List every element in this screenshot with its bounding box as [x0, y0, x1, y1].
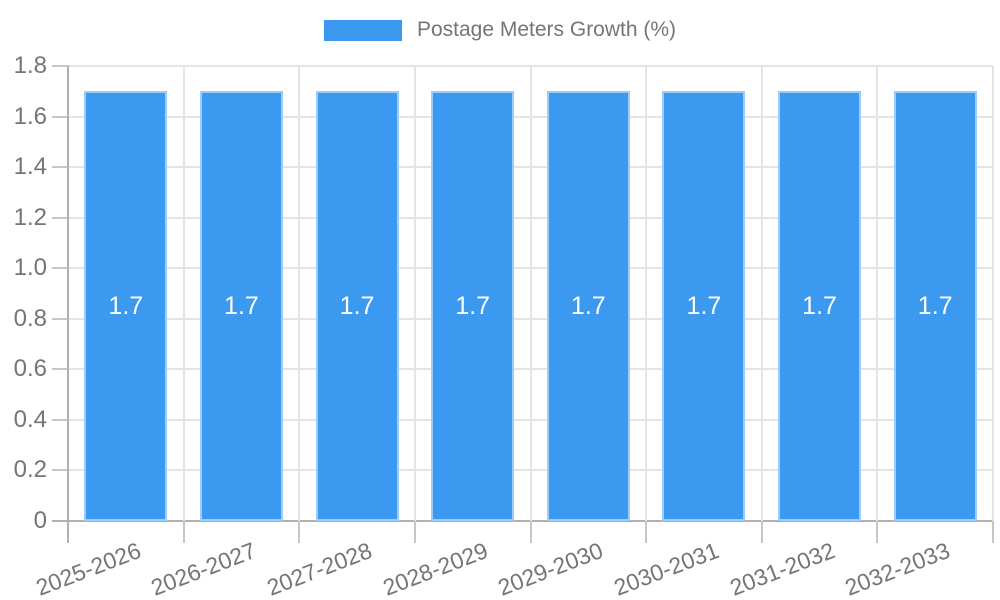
y-axis-label: 1.0	[13, 254, 47, 282]
bar-value-label: 1.7	[570, 291, 606, 320]
y-axis-label: 1.4	[13, 153, 47, 181]
bar-value-label: 1.7	[802, 291, 837, 320]
y-axis-label: 0.2	[13, 456, 47, 484]
x-axis-label: 2025-2026	[32, 537, 145, 600]
x-gridline	[298, 66, 301, 521]
x-gridline	[992, 66, 994, 521]
y-tick-mark	[52, 418, 68, 421]
y-axis-label: 1.6	[13, 102, 47, 130]
y-axis-label: 1.8	[13, 52, 47, 79]
x-tick-mark	[413, 521, 416, 543]
x-tick-mark	[760, 521, 763, 543]
x-axis-label: 2029-2030	[494, 537, 607, 600]
y-axis-line	[67, 66, 69, 521]
y-axis-label: 0.8	[13, 304, 47, 332]
x-axis-label: 2031-2032	[725, 537, 838, 600]
x-gridline	[645, 66, 648, 521]
x-gridline	[876, 66, 879, 521]
legend-swatch	[323, 19, 402, 41]
x-axis-label: 2028-2029	[378, 537, 492, 600]
y-tick-mark	[52, 520, 68, 522]
x-axis-label: 2027-2028	[263, 537, 376, 600]
x-tick-mark	[67, 521, 69, 543]
plot-area: 1.7 1.7 1.7 1.7 1.7 1.7 1.7 1.7	[52, 65, 994, 543]
y-axis-label: 0.6	[13, 355, 47, 383]
bar-value-label: 1.7	[686, 291, 722, 320]
x-gridline	[760, 66, 763, 521]
x-tick-mark	[992, 521, 994, 543]
bar[interactable]: 1.7	[546, 91, 630, 521]
legend-label: Postage Meters Growth (%)	[416, 18, 677, 41]
x-tick-mark	[529, 521, 532, 543]
y-tick-mark	[52, 115, 68, 118]
y-tick-mark	[52, 216, 68, 219]
chart-legend[interactable]: Postage Meters Growth (%)	[0, 16, 1000, 44]
bar-value-label: 1.7	[224, 291, 259, 320]
x-axis-label: 2030-2031	[610, 537, 723, 600]
x-tick-mark	[645, 521, 648, 543]
y-tick-mark	[52, 469, 68, 472]
bar-value-label: 1.7	[108, 291, 144, 320]
bar[interactable]: 1.7	[662, 91, 746, 521]
y-tick-mark	[52, 317, 68, 320]
y-tick-mark	[52, 65, 68, 67]
bar[interactable]: 1.7	[84, 91, 168, 521]
bar[interactable]: 1.7	[315, 91, 399, 521]
bar[interactable]: 1.7	[893, 91, 977, 521]
bar[interactable]: 1.7	[778, 91, 862, 521]
x-axis-label: 2032-2033	[841, 537, 954, 600]
x-tick-mark	[876, 521, 879, 543]
y-axis-label: 1.2	[13, 203, 47, 231]
x-gridline	[182, 66, 185, 521]
y-tick-mark	[52, 166, 68, 169]
bar[interactable]: 1.7	[199, 91, 283, 521]
bar-value-label: 1.7	[917, 291, 953, 320]
bar-value-label: 1.7	[455, 291, 491, 320]
y-tick-mark	[52, 267, 68, 270]
x-axis-label: 2026-2027	[147, 537, 260, 600]
x-gridline	[529, 66, 532, 521]
x-tick-mark	[298, 521, 301, 543]
x-tick-mark	[182, 521, 185, 543]
y-tick-mark	[52, 368, 68, 371]
y-axis-label: 0.4	[13, 405, 47, 433]
y-axis-label: 0	[33, 507, 47, 534]
x-gridline	[413, 66, 416, 521]
bar-value-label: 1.7	[339, 291, 375, 320]
bar[interactable]: 1.7	[431, 91, 515, 521]
